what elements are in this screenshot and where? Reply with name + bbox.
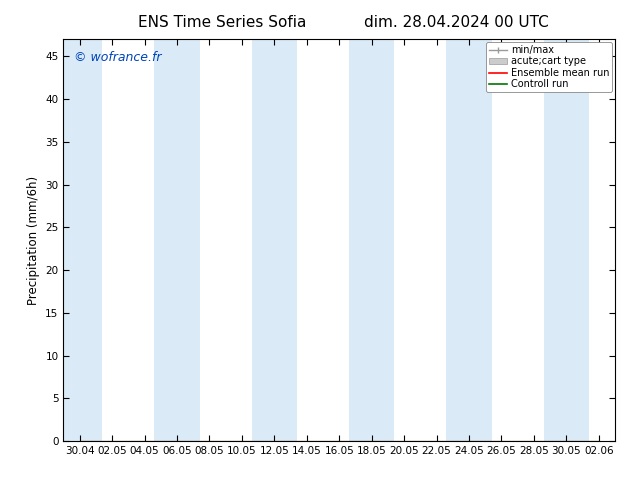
Bar (543, 39, 589, 441)
Legend: min/max, acute;cart type, Ensemble mean run, Controll run: min/max, acute;cart type, Ensemble mean … (486, 42, 612, 92)
Bar (349, 39, 394, 441)
Bar (154, 39, 200, 441)
Bar (446, 39, 492, 441)
Y-axis label: Precipitation (mm/6h): Precipitation (mm/6h) (27, 175, 40, 305)
Text: ENS Time Series Sofia: ENS Time Series Sofia (138, 15, 306, 30)
Bar (57, 39, 102, 441)
Text: © wofrance.fr: © wofrance.fr (74, 51, 162, 64)
Bar (252, 39, 297, 441)
Text: dim. 28.04.2024 00 UTC: dim. 28.04.2024 00 UTC (364, 15, 549, 30)
